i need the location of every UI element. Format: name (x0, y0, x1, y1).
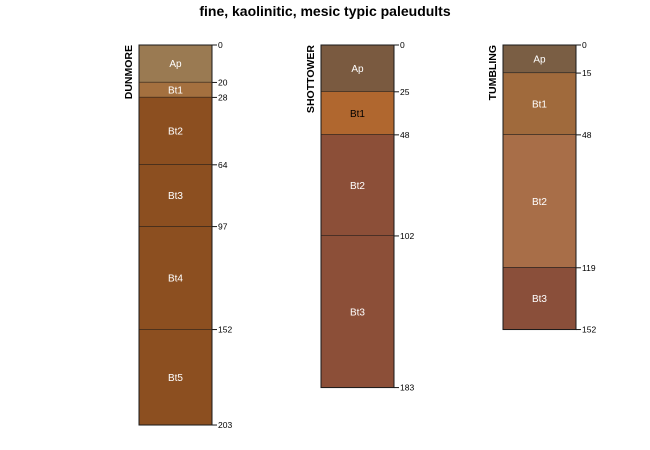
horizon-rect-dunmore-bt1 (139, 82, 212, 98)
depth-label: 0 (582, 40, 587, 50)
horizon-label: Ap (351, 64, 364, 75)
profile-outline (320, 44, 395, 389)
depth-label: 0 (400, 40, 405, 50)
horizon-rect-shottower-bt1 (321, 91, 394, 135)
depth-label: 28 (218, 92, 228, 102)
horizon-rect-dunmore-bt5 (139, 329, 212, 426)
depth-label: 0 (218, 40, 223, 50)
horizon-label: Bt1 (168, 85, 183, 96)
depth-label: 203 (218, 420, 232, 430)
chart-title: fine, kaolinitic, mesic typic paleudults (199, 3, 451, 19)
horizon-rect-dunmore-bt4 (139, 226, 212, 330)
horizon-rect-shottower-bt3 (321, 235, 394, 388)
depth-label: 25 (400, 87, 410, 97)
depth-label: 102 (400, 231, 414, 241)
profile-name: DUNMORE (123, 45, 135, 99)
horizon-rect-dunmore-bt2 (139, 97, 212, 165)
depth-label: 183 (400, 383, 414, 393)
horizon-label: Ap (533, 55, 546, 66)
horizon-label: Bt5 (168, 373, 183, 384)
horizon-label: Bt2 (168, 127, 183, 138)
profile-name: SHOTTOWER (305, 45, 317, 113)
horizon-label: Bt1 (532, 99, 547, 110)
horizon-label: Bt2 (350, 181, 365, 192)
depth-label: 48 (582, 130, 592, 140)
depth-label: 152 (582, 325, 596, 335)
horizon-label: Bt3 (168, 191, 183, 202)
depth-label: 48 (400, 130, 410, 140)
depth-label: 64 (218, 160, 228, 170)
profile-name: TUMBLING (487, 45, 499, 100)
horizon-label: Bt3 (350, 307, 365, 318)
horizon-label: Ap (169, 59, 182, 70)
profile-outline (138, 44, 213, 426)
depth-label: 97 (218, 222, 228, 232)
horizon-rect-dunmore-bt3 (139, 164, 212, 227)
depth-label: 119 (582, 263, 596, 273)
horizon-rect-shottower-bt2 (321, 134, 394, 236)
profile-outline (502, 44, 577, 331)
depth-label: 15 (582, 68, 592, 78)
horizon-label: Bt3 (532, 294, 547, 305)
horizon-rect-tumbling-ap (503, 45, 576, 74)
horizon-rect-tumbling-bt2 (503, 134, 576, 268)
horizon-rect-dunmore-ap (139, 45, 212, 83)
horizon-label: Bt4 (168, 274, 183, 285)
horizon-label: Bt1 (350, 109, 365, 120)
depth-label: 152 (218, 325, 232, 335)
horizon-label: Bt2 (532, 197, 547, 208)
horizon-rect-tumbling-bt3 (503, 267, 576, 330)
depth-label: 20 (218, 77, 228, 87)
horizon-rect-tumbling-bt1 (503, 73, 576, 135)
horizon-rect-shottower-ap (321, 45, 394, 92)
